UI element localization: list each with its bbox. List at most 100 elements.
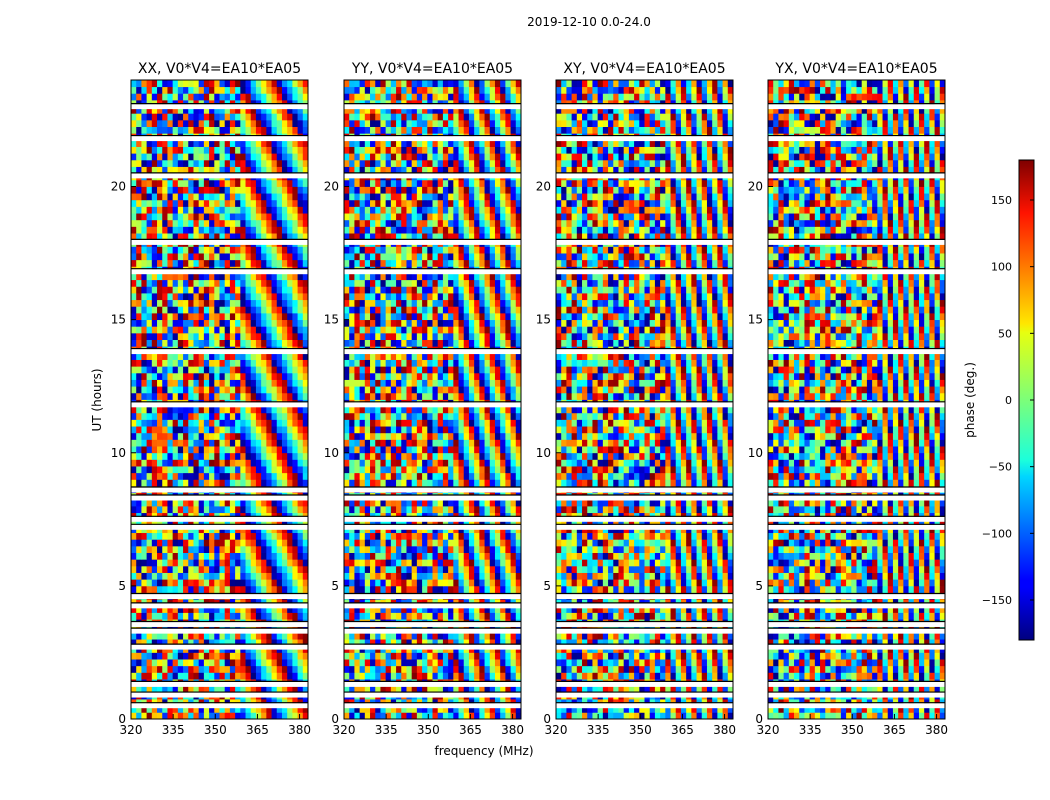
heatmap-cell (209, 126, 215, 134)
heatmap-cell (510, 392, 517, 400)
heatmap-cell (380, 432, 387, 440)
heatmap-cell (271, 579, 278, 587)
heatmap-cell (255, 419, 262, 427)
heatmap-cell (287, 652, 293, 660)
heatmap-cell (292, 366, 298, 374)
heatmap-cell (245, 565, 252, 573)
heatmap-cell (151, 286, 158, 294)
heatmap-cell (188, 665, 194, 673)
heatmap-cell (167, 419, 174, 427)
heatmap-cell (162, 639, 168, 647)
heatmap-cell (172, 565, 179, 573)
heatmap-cell (146, 406, 153, 414)
heatmap-cell (422, 672, 428, 680)
heatmap-cell (292, 472, 298, 480)
heatmap-cell (370, 406, 376, 414)
heatmap-cell (245, 499, 252, 507)
heatmap-cell (235, 379, 241, 387)
heatmap-cell (198, 273, 205, 281)
heatmap-cell (375, 412, 381, 420)
heatmap-cell (401, 479, 407, 487)
heatmap-cell (287, 559, 293, 567)
heatmap-cell (344, 412, 350, 420)
heatmap-cell (219, 665, 226, 673)
heatmap-cell (250, 519, 257, 527)
heatmap-cell (281, 246, 288, 254)
heatmap-cell (385, 552, 392, 560)
heatmap-cell (281, 80, 288, 88)
heatmap-cell (193, 366, 200, 374)
heatmap-cell (416, 506, 423, 514)
heatmap-cell (255, 506, 262, 514)
heatmap-cell (167, 213, 174, 221)
heatmap-cell (292, 459, 298, 467)
heatmap-cell (157, 472, 163, 480)
heatmap-cell (183, 319, 189, 327)
heatmap-cell (297, 226, 304, 234)
heatmap-cell (396, 632, 402, 640)
heatmap-cell (354, 665, 361, 673)
heatmap-cell (484, 705, 491, 713)
heatmap-cell (297, 366, 304, 374)
heatmap-cell (198, 312, 205, 321)
heatmap-cell (442, 466, 449, 474)
heatmap-cell (250, 146, 257, 154)
heatmap-cell (141, 153, 148, 161)
heatmap-cell (292, 565, 298, 573)
heatmap-cell (489, 612, 496, 620)
heatmap-cell (157, 106, 163, 114)
heatmap-cell (131, 326, 137, 334)
heatmap-cell (261, 539, 267, 547)
heatmap-cell (229, 506, 236, 514)
heatmap-cell (255, 186, 262, 194)
heatmap-cell (167, 406, 174, 414)
heatmap-cell (224, 632, 231, 640)
heatmap-cell (266, 519, 272, 527)
heatmap-cell (266, 126, 272, 134)
heatmap-cell (344, 539, 350, 547)
heatmap-cell (261, 213, 267, 221)
heatmap-cell (157, 639, 163, 647)
heatmap-cell (224, 559, 231, 567)
heatmap-cell (505, 705, 511, 713)
heatmap-cell (157, 479, 163, 487)
heatmap-cell (193, 279, 200, 287)
heatmap-cell (261, 659, 267, 667)
heatmap-cell (385, 685, 392, 693)
heatmap-cell (297, 712, 304, 720)
heatmap-cell (141, 472, 148, 480)
heatmap-cell (151, 226, 158, 234)
heatmap-cell (375, 539, 381, 547)
heatmap-cell (214, 166, 220, 174)
heatmap-cell (203, 306, 210, 314)
heatmap-cell (131, 585, 137, 593)
flagged-band (131, 524, 308, 530)
heatmap-cell (235, 439, 241, 447)
heatmap-cell (271, 426, 278, 434)
heatmap-cell (219, 352, 226, 360)
heatmap-cell (453, 412, 459, 420)
heatmap-cell (500, 532, 506, 540)
heatmap-cell (188, 472, 194, 480)
heatmap-cell (432, 419, 439, 427)
heatmap-cell (385, 632, 392, 640)
heatmap-cell (484, 659, 491, 667)
heatmap-cell (214, 472, 220, 480)
heatmap-cell (442, 479, 449, 487)
heatmap-cell (157, 286, 163, 294)
heatmap-cell (214, 299, 220, 307)
heatmap-cell (203, 386, 210, 394)
heatmap-cell (271, 166, 278, 174)
heatmap-cell (177, 233, 184, 241)
heatmap-cell (458, 506, 465, 514)
heatmap-cell (370, 572, 376, 580)
heatmap-cell (453, 446, 459, 454)
heatmap-cell (292, 286, 298, 294)
heatmap-cell (141, 159, 148, 167)
heatmap-cell (136, 106, 142, 114)
heatmap-cell (271, 299, 278, 307)
heatmap-cell (167, 352, 174, 360)
heatmap-cell (515, 639, 522, 647)
heatmap-cell (261, 559, 267, 567)
heatmap-cell (219, 312, 226, 321)
